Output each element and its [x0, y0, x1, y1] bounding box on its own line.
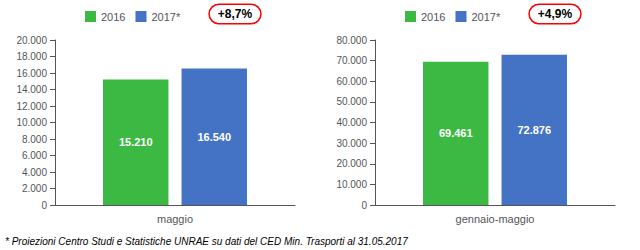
svg-text:72.876: 72.876: [517, 124, 551, 136]
svg-text:0: 0: [361, 200, 367, 211]
svg-text:70.000: 70.000: [336, 55, 367, 66]
svg-text:+4,9%: +4,9%: [538, 7, 573, 21]
svg-text:80.000: 80.000: [336, 35, 367, 46]
svg-text:2017*: 2017*: [151, 11, 180, 23]
svg-text:69.461: 69.461: [439, 127, 473, 139]
svg-text:60.000: 60.000: [336, 76, 367, 87]
svg-text:* Proiezioni Centro Studi e St: * Proiezioni Centro Studi e Statistiche …: [5, 236, 408, 247]
svg-text:15.210: 15.210: [119, 136, 153, 148]
svg-text:+8,7%: +8,7%: [218, 7, 253, 21]
svg-text:8.000: 8.000: [22, 134, 47, 145]
svg-text:10.000: 10.000: [16, 117, 47, 128]
svg-text:2.000: 2.000: [22, 183, 47, 194]
svg-text:30.000: 30.000: [336, 138, 367, 149]
svg-text:12.000: 12.000: [16, 101, 47, 112]
svg-text:0: 0: [41, 200, 47, 211]
svg-text:2017*: 2017*: [471, 11, 500, 23]
svg-text:50.000: 50.000: [336, 96, 367, 107]
svg-text:40.000: 40.000: [336, 117, 367, 128]
svg-text:gennaio-maggio: gennaio-maggio: [456, 213, 535, 225]
svg-text:2016: 2016: [421, 11, 445, 23]
svg-text:4.000: 4.000: [22, 167, 47, 178]
svg-text:16.000: 16.000: [16, 68, 47, 79]
svg-text:2016: 2016: [101, 11, 125, 23]
svg-text:20.000: 20.000: [336, 158, 367, 169]
svg-text:14.000: 14.000: [16, 84, 47, 95]
svg-text:6.000: 6.000: [22, 150, 47, 161]
svg-text:maggio: maggio: [157, 213, 193, 225]
svg-text:16.540: 16.540: [197, 131, 231, 143]
svg-text:20.000: 20.000: [16, 35, 47, 46]
svg-text:10.000: 10.000: [336, 179, 367, 190]
svg-text:18.000: 18.000: [16, 51, 47, 62]
